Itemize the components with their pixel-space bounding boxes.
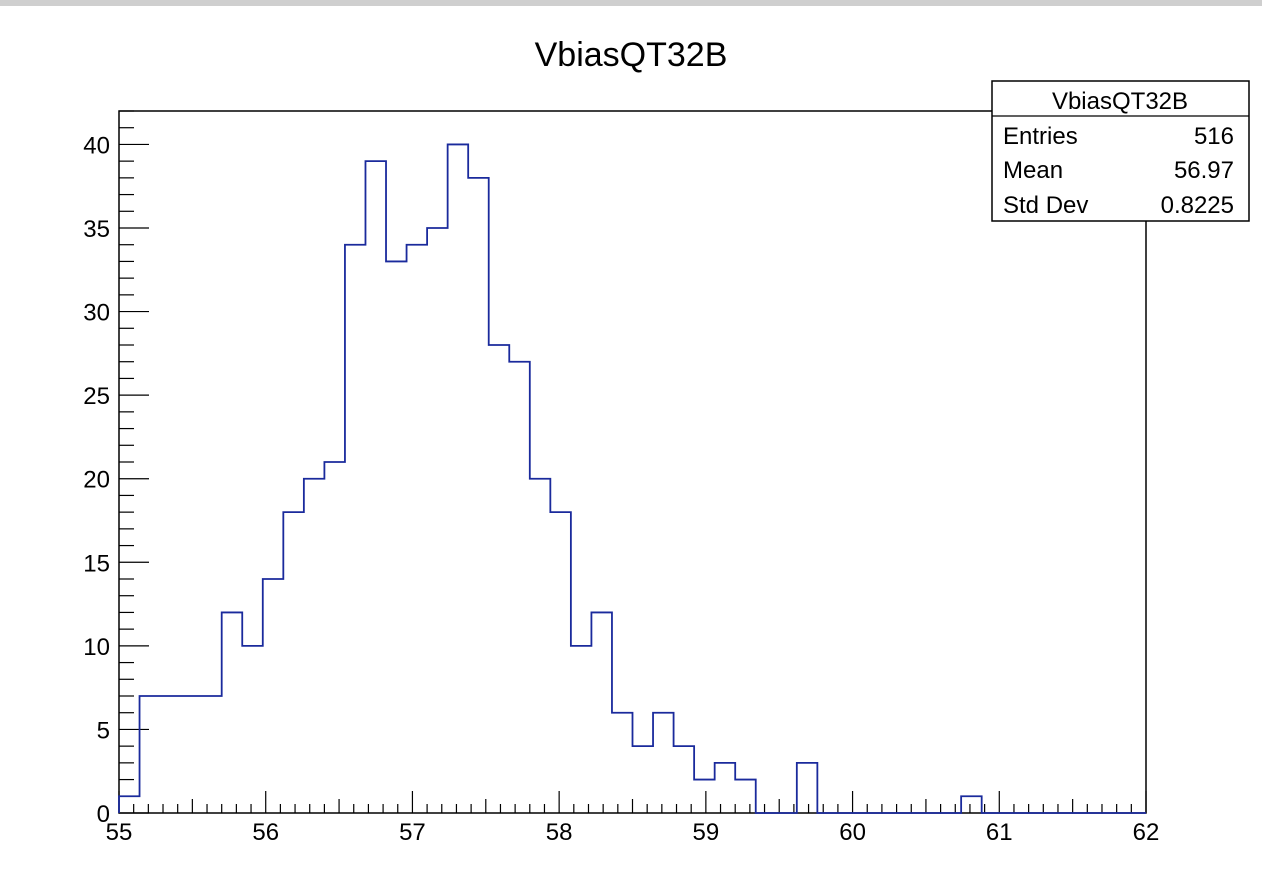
y-tick-label: 20 xyxy=(83,467,110,494)
x-tick-label: 62 xyxy=(1133,819,1160,846)
y-tick-label: 15 xyxy=(83,550,110,577)
stats-box: VbiasQT32B Entries 516 Mean 56.97 Std De… xyxy=(992,81,1249,221)
y-tick-label: 35 xyxy=(83,216,110,243)
histogram-chart: VbiasQT32B 55 56 57 58 59 60 61 62 051015202530… xyxy=(0,0,1262,874)
stats-box-title: VbiasQT32B xyxy=(1052,88,1188,115)
x-tick-label: 61 xyxy=(986,819,1013,846)
stats-mean-label: Mean xyxy=(1003,157,1063,184)
x-axis: 55 56 57 58 59 60 61 62 xyxy=(106,791,1160,846)
histogram-line xyxy=(119,144,1146,813)
x-tick-label: 59 xyxy=(693,819,720,846)
x-tick-label: 58 xyxy=(546,819,573,846)
y-tick-label: 40 xyxy=(83,132,110,159)
x-tick-label: 56 xyxy=(252,819,279,846)
stats-entries-value: 516 xyxy=(1194,123,1234,150)
y-tick-label: 25 xyxy=(83,383,110,410)
y-tick-label: 5 xyxy=(97,717,110,744)
stats-mean-value: 56.97 xyxy=(1174,157,1234,184)
stats-stddev-label: Std Dev xyxy=(1003,192,1088,219)
y-tick-label: 0 xyxy=(97,801,110,828)
stats-entries-label: Entries xyxy=(1003,123,1078,150)
x-tick-label: 60 xyxy=(839,819,866,846)
chart-title: VbiasQT32B xyxy=(535,36,728,74)
y-tick-label: 10 xyxy=(83,634,110,661)
x-tick-label: 57 xyxy=(399,819,426,846)
stats-stddev-value: 0.8225 xyxy=(1161,192,1234,219)
histogram-series xyxy=(119,144,1146,813)
y-tick-label: 30 xyxy=(83,300,110,327)
